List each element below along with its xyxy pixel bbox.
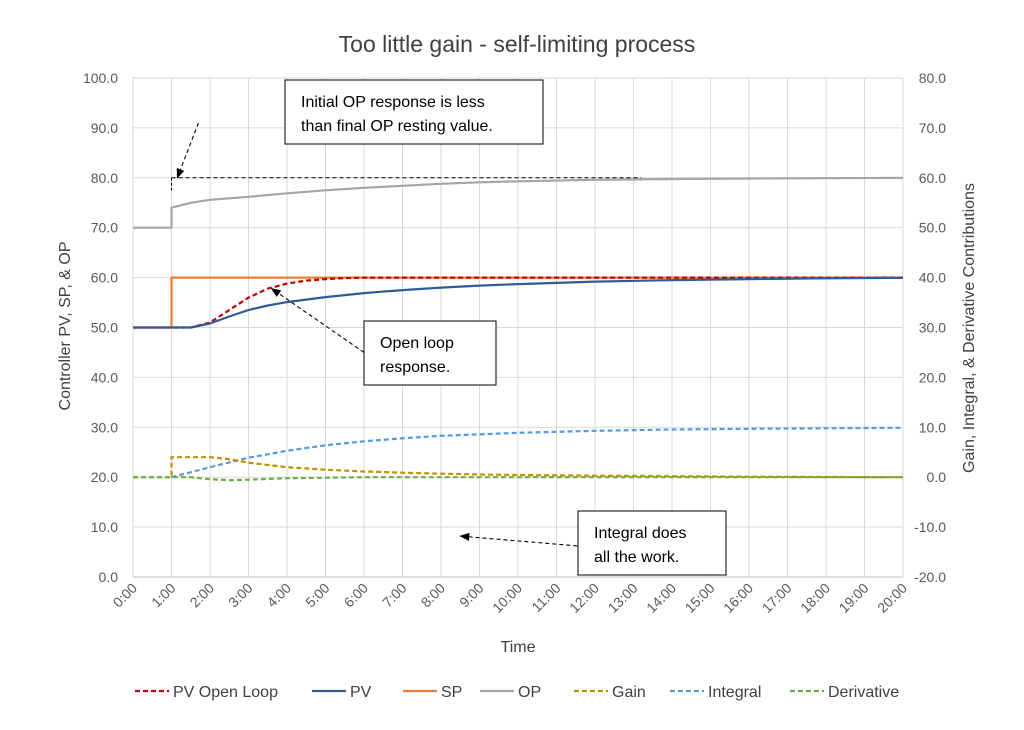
annotation-arrow [176,122,199,179]
legend-label: Derivative [828,684,899,701]
x-tick-label: 2:00 [187,580,218,611]
grid-lines [132,77,904,578]
left-axis-ticks: 0.0 10.0 20.0 30.0 40.0 50.0 60.0 70.0 80.0 90.0 1… [83,70,118,585]
right-tick-label: 50.0 [919,220,946,236]
x-tick-label: 19:00 [836,580,872,616]
right-axis-ticks: -20.0 -10.0 0.0 10.0 20.0 30.0 40.0 50.0 60.0 70.… [914,70,946,585]
right-tick-label: -20.0 [914,569,946,585]
plot-series [133,176,904,482]
left-tick-label: 80.0 [91,170,118,186]
left-tick-label: 50.0 [91,320,118,336]
x-tick-label: 12:00 [566,580,602,616]
x-axis-label: Time [501,639,536,656]
x-tick-label: 16:00 [720,580,756,616]
annotation-text: than final OP resting value. [301,118,493,135]
x-tick-label: 11:00 [528,580,564,616]
x-tick-label: 3:00 [225,580,256,611]
left-tick-label: 30.0 [91,419,118,435]
left-tick-label: 10.0 [91,519,118,535]
series-line-integral [171,426,904,479]
annotation-box [577,510,727,576]
y-axis-label-right: Gain, Integral, & Derivative Contributio… [961,183,978,473]
x-tick-label: 7:00 [379,580,410,611]
legend: PV Open Loop PV SP OP Gain Integral Derivative [135,684,899,701]
x-tick-label: 6:00 [341,580,372,611]
right-tick-label: 20.0 [919,369,946,385]
series-line-pv [133,276,904,329]
x-tick-label: 10:00 [489,580,525,616]
right-tick-label: 10.0 [919,419,946,435]
chart-title: Too little gain - self-limiting process [339,31,696,57]
right-tick-label: 0.0 [927,469,947,485]
left-tick-label: 90.0 [91,120,118,136]
legend-label: Gain [612,684,646,701]
right-tick-label: -10.0 [914,519,946,535]
x-tick-label: 14:00 [643,580,679,616]
annotation-text: response. [380,359,450,376]
x-axis-ticks: 0:00 1:00 2:00 3:00 4:00 5:00 6:00 7:00 8:00 9:00… [110,580,911,616]
annotation-box [363,320,497,386]
right-tick-label: 70.0 [919,120,946,136]
x-tick-label: 20:00 [874,580,910,616]
annotation-text: all the work. [594,549,679,566]
series-line-op [133,176,904,229]
legend-label: PV Open Loop [173,684,278,701]
x-tick-label: 13:00 [605,580,641,616]
x-tick-label: 15:00 [682,580,718,616]
annotation-arrow [270,288,365,353]
annotations: Initial OP response is less than final OP… [171,79,727,576]
legend-label: OP [518,684,541,701]
left-tick-label: 60.0 [91,270,118,286]
annotation-arrow [459,532,592,548]
y-axis-label-left: Controller PV, SP, & OP [57,242,74,411]
x-tick-label: 17:00 [759,580,795,616]
annotation-text: Integral does [594,525,687,542]
right-tick-label: 80.0 [919,70,946,86]
left-tick-label: 20.0 [91,469,118,485]
left-tick-label: 40.0 [91,369,118,385]
x-tick-label: 8:00 [418,580,449,611]
left-tick-label: 100.0 [83,70,118,86]
x-tick-label: 18:00 [797,580,833,616]
legend-label: PV [350,684,372,701]
left-tick-label: 70.0 [91,220,118,236]
legend-label: SP [441,684,462,701]
x-tick-label: 5:00 [302,580,333,611]
annotation-text: Initial OP response is less [301,94,485,111]
right-tick-label: 40.0 [919,270,946,286]
left-tick-label: 0.0 [99,569,119,585]
x-tick-label: 9:00 [456,580,487,611]
right-tick-label: 30.0 [919,320,946,336]
x-tick-label: 1:00 [148,580,179,611]
annotation-text: Open loop [380,335,454,352]
right-tick-label: 60.0 [919,170,946,186]
series-line-derivative [133,476,903,482]
legend-label: Integral [708,684,761,701]
annotation-box [284,79,544,145]
x-tick-label: 4:00 [264,580,295,611]
